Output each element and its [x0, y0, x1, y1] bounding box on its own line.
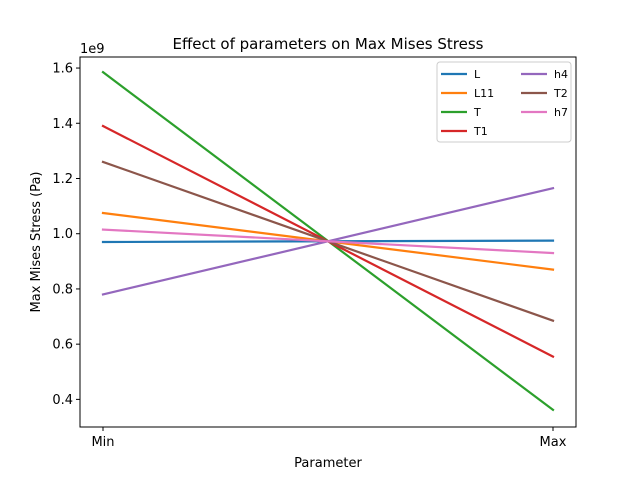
series-line-h7 [101, 228, 555, 255]
legend-label: T [473, 106, 481, 119]
y-axis-title: Max Mises Stress (Pa) [29, 172, 44, 313]
x-axis: Min Max [91, 427, 567, 450]
y-tick-label: 0.8 [52, 282, 73, 297]
y-tick-label: 0.4 [52, 393, 73, 408]
x-tick-label: Min [91, 435, 114, 450]
legend-label: T1 [473, 125, 488, 138]
y-axis: 0.4 0.6 0.8 1.0 1.2 1.4 1.6 [52, 62, 80, 408]
y-offset-label: 1e9 [80, 42, 105, 57]
legend-frame [436, 61, 572, 143]
y-tick-label: 0.6 [52, 338, 73, 353]
x-tick-label: Max [540, 435, 567, 450]
y-tick-label: 1.0 [52, 227, 73, 242]
legend-label: L11 [474, 87, 494, 100]
legend-label: h7 [554, 106, 568, 119]
legend: L L11 T T1 h4 T2 h7 [436, 61, 572, 143]
y-tick-label: 1.6 [52, 62, 73, 77]
y-tick-label: 1.4 [52, 117, 73, 132]
legend-label: L [474, 68, 481, 81]
y-tick-label: 1.2 [52, 172, 73, 187]
chart-title: Effect of parameters on Max Mises Stress [172, 35, 483, 53]
plot-lines [101, 70, 555, 412]
legend-label: h4 [554, 68, 568, 81]
x-axis-title: Parameter [294, 456, 362, 471]
legend-label: T2 [553, 87, 568, 100]
plot-frame [79, 56, 577, 428]
